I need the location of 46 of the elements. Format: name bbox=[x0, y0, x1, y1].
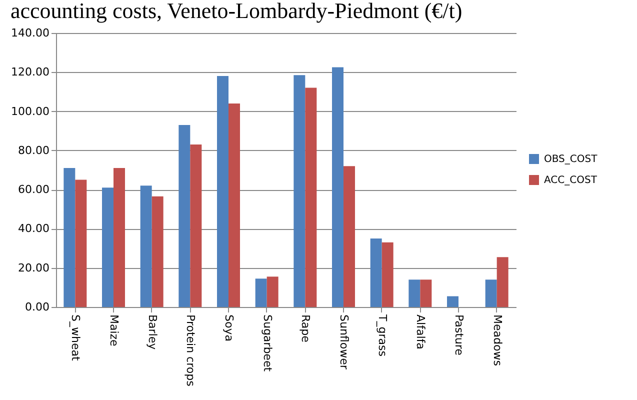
y-tick-label: 60.00 bbox=[18, 183, 50, 196]
bar bbox=[266, 276, 278, 307]
y-tick-label: 100.00 bbox=[11, 104, 50, 118]
x-tick-label: Sugarbeet bbox=[260, 314, 274, 372]
bar bbox=[370, 238, 382, 307]
bar bbox=[332, 67, 344, 307]
x-tick-label: Pasture bbox=[452, 314, 466, 356]
x-tick-label: T_grass bbox=[376, 314, 389, 357]
bar bbox=[102, 188, 114, 307]
x-tick-label: Meadows bbox=[490, 314, 504, 366]
bar bbox=[64, 168, 76, 307]
bar bbox=[447, 296, 458, 307]
bar bbox=[344, 166, 355, 307]
x-tick-label: Protein crops bbox=[184, 314, 198, 387]
bar bbox=[305, 88, 317, 307]
chart-title: accounting costs, Veneto-Lombardy-Piedmont (€/t) bbox=[10, 0, 462, 23]
bar bbox=[190, 144, 202, 307]
bar bbox=[485, 280, 497, 307]
bar bbox=[178, 124, 190, 307]
y-tick-label: 120.00 bbox=[11, 66, 50, 79]
x-tick-label: S_wheat bbox=[69, 314, 82, 362]
y-tick-label: 80.00 bbox=[18, 144, 50, 157]
bar bbox=[382, 242, 394, 307]
legend-label: OBS_COST bbox=[544, 154, 598, 165]
x-tick-label: Alfalfa bbox=[414, 314, 428, 350]
x-tick-label: Soya bbox=[222, 314, 236, 342]
bar bbox=[114, 168, 125, 307]
x-tick-label: Barley bbox=[146, 314, 159, 350]
bar bbox=[140, 186, 152, 307]
x-tick-label: Maize bbox=[108, 314, 120, 347]
y-tick-label: 40.00 bbox=[18, 222, 50, 236]
bar bbox=[255, 278, 267, 307]
bar bbox=[152, 196, 164, 307]
bar bbox=[228, 103, 240, 307]
x-tick-label: Rape bbox=[299, 314, 312, 343]
bar bbox=[496, 257, 508, 307]
x-tick-label: Sunflower bbox=[338, 314, 350, 370]
y-tick-label: 140.00 bbox=[11, 26, 50, 40]
bar bbox=[420, 280, 432, 307]
bar bbox=[75, 180, 87, 307]
y-tick-label: 0.00 bbox=[25, 300, 50, 314]
legend-label: ACC_COST bbox=[544, 175, 598, 186]
bar bbox=[408, 280, 420, 307]
bar bbox=[217, 76, 228, 307]
bar bbox=[294, 75, 306, 307]
y-tick-label: 20.00 bbox=[18, 261, 50, 274]
